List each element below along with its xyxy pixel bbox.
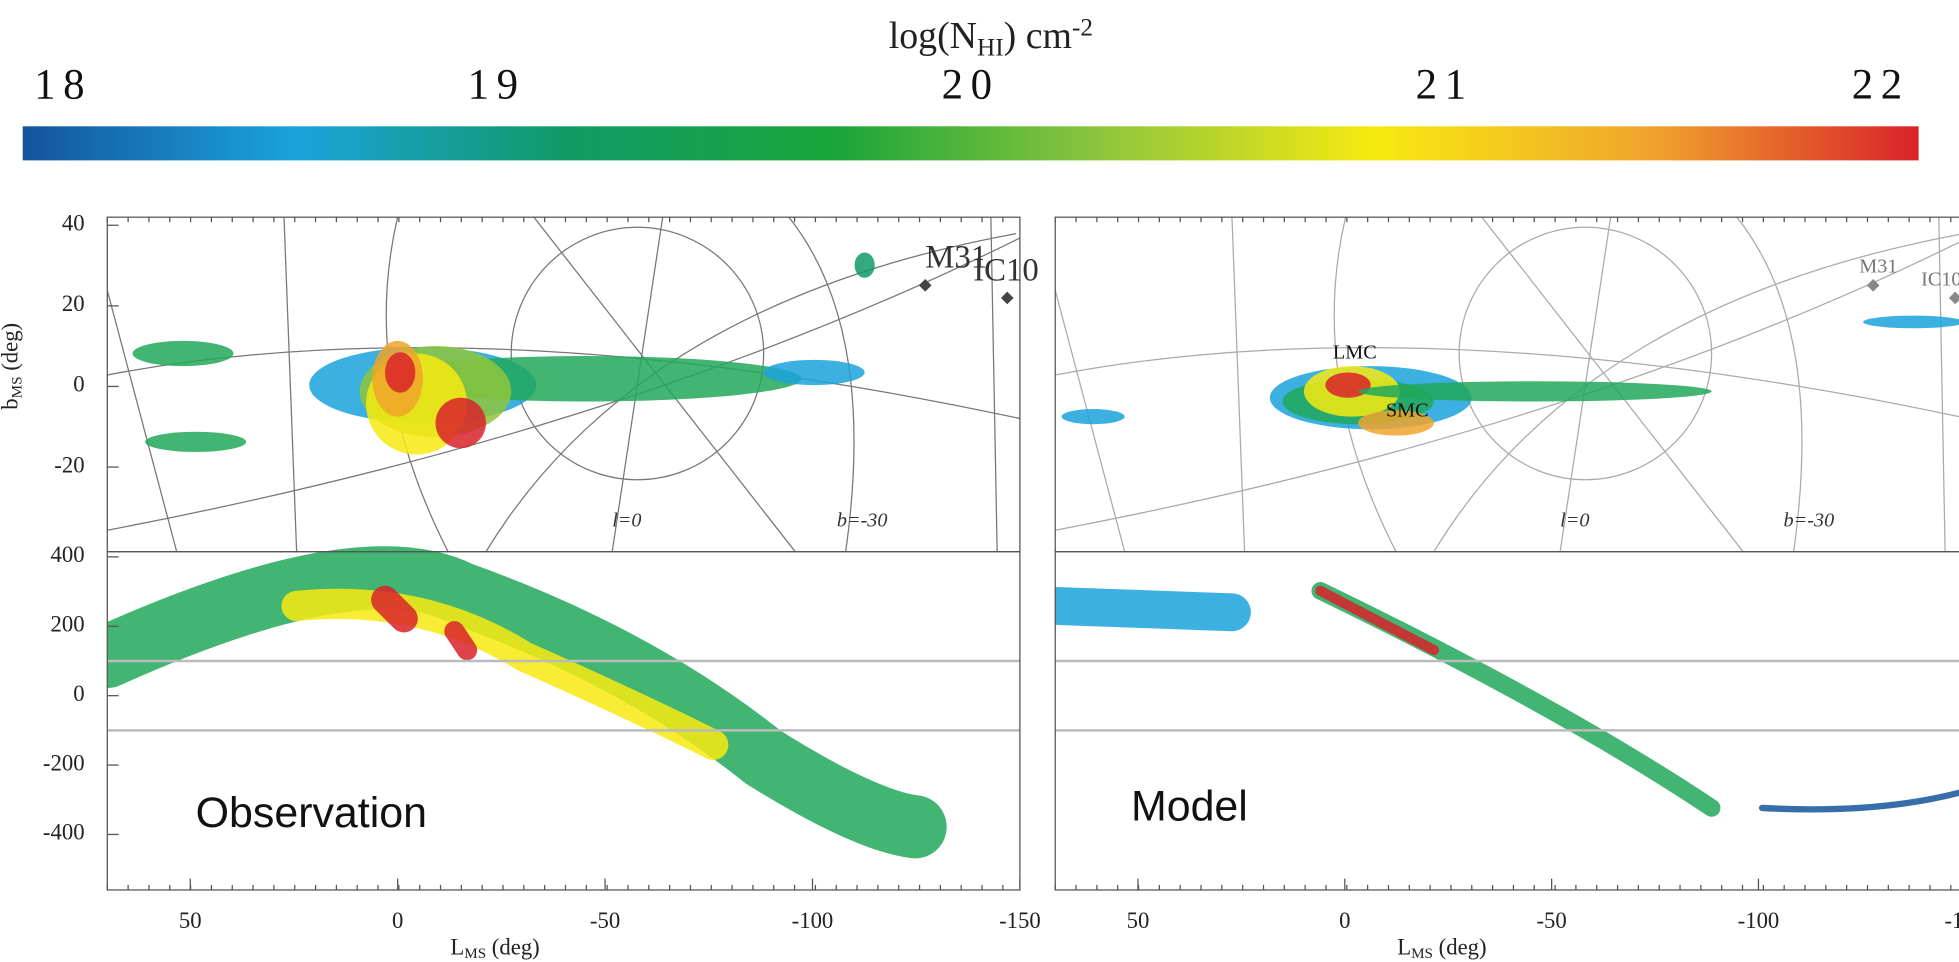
y-tick-label: 400 <box>50 542 84 567</box>
emission <box>763 359 865 386</box>
colorbar <box>22 126 1919 161</box>
y-tick-label: -20 <box>54 452 84 477</box>
emission <box>1061 409 1125 425</box>
x-label-rest: (deg) <box>1433 934 1487 959</box>
x-label-sub: MS <box>464 946 486 962</box>
y-tick-label: -200 <box>43 750 85 775</box>
title-main: log(N <box>889 15 977 57</box>
x-tick-label: -100 <box>792 908 834 933</box>
marker <box>1948 291 1959 305</box>
x-tick-label: -150 <box>1944 908 1959 933</box>
x-tick-label: 0 <box>392 908 403 933</box>
panel <box>1055 217 1959 817</box>
emission <box>281 588 729 760</box>
sky-grid <box>1938 217 1946 552</box>
emission <box>1315 585 1439 656</box>
colorbar-tick-label: 21 <box>1416 62 1474 109</box>
emission <box>371 585 418 633</box>
annotation: M31 <box>1859 256 1897 278</box>
emission <box>1358 381 1712 402</box>
title-sup: -2 <box>1072 14 1093 41</box>
emission <box>132 340 234 367</box>
sky-grid <box>1231 217 1246 552</box>
emission <box>145 431 247 452</box>
sky-grid <box>788 217 855 552</box>
x-tick-label: -50 <box>1536 908 1566 933</box>
emission <box>107 546 947 859</box>
x-tick-label: 50 <box>1127 908 1150 933</box>
x-axis-label: LMS (deg) <box>450 934 539 962</box>
marker <box>1866 279 1880 292</box>
sky-grid <box>1433 233 1959 553</box>
sky-grid <box>510 226 765 481</box>
sky-grid <box>1055 347 1959 418</box>
emission <box>1358 410 1434 436</box>
y-tick-label: 40 <box>62 210 85 235</box>
colorbar-title: log(NHI) cm-2 <box>889 14 1093 61</box>
x-tick-label: -150 <box>999 908 1041 933</box>
frame <box>106 551 1021 891</box>
panel <box>107 217 1020 859</box>
emission <box>435 397 486 449</box>
sky-grid <box>283 217 298 552</box>
y-tick-label: -400 <box>43 820 85 845</box>
x-tick-label: 50 <box>179 908 202 933</box>
emission <box>1758 789 1959 813</box>
annotation: LMC <box>1333 342 1377 364</box>
x-label-main: L <box>450 934 464 959</box>
y-axis-label: bMS (deg) <box>0 323 25 410</box>
x-tick-label: -50 <box>590 908 620 933</box>
x-label-rest: (deg) <box>486 934 540 959</box>
x-label-main: L <box>1397 934 1411 959</box>
annotation: b=-30 <box>837 509 888 531</box>
x-tick-label: -100 <box>1738 908 1780 933</box>
y-tick-label: 20 <box>62 291 85 316</box>
sky-grid <box>1458 226 1713 481</box>
title-sub: HI <box>977 35 1004 62</box>
y-tick-label: 200 <box>50 611 84 636</box>
y-label-rest: (deg) <box>0 323 23 377</box>
marker <box>1000 291 1014 305</box>
annotation: IC10 <box>973 252 1039 288</box>
emission <box>444 621 478 661</box>
y-tick-label: 0 <box>73 372 84 397</box>
annotation: IC10 <box>1921 268 1959 290</box>
x-label-sub: MS <box>1411 946 1433 962</box>
annotation: l=0 <box>612 509 641 531</box>
emission <box>854 252 875 278</box>
title-mid: ) cm <box>1004 15 1072 57</box>
colorbar-tick-label: 22 <box>1852 62 1910 109</box>
frame <box>1054 551 1959 891</box>
annotation: l=0 <box>1560 509 1589 531</box>
annotation: SMC <box>1386 400 1429 422</box>
sky-grid <box>485 232 1017 553</box>
panel-label: Observation <box>196 789 427 837</box>
sky-grid <box>1055 241 1959 531</box>
sky-grid <box>990 217 998 552</box>
emission <box>1863 315 1959 329</box>
annotation: M31 <box>925 240 987 276</box>
y-label-sub: MS <box>9 376 25 398</box>
colorbar-tick-label: 18 <box>34 62 92 109</box>
y-label-main: b <box>0 398 23 409</box>
sky-grid <box>107 237 1020 531</box>
panel-label: Model <box>1131 783 1248 831</box>
emission <box>384 352 416 393</box>
x-axis-label: LMS (deg) <box>1397 934 1486 962</box>
sky-grid <box>107 290 178 552</box>
colorbar-tick-label: 20 <box>942 62 1000 109</box>
marker <box>918 279 932 292</box>
annotation: b=-30 <box>1784 509 1835 531</box>
emission <box>1055 587 1251 632</box>
x-tick-label: 0 <box>1339 908 1350 933</box>
colorbar-tick-label: 19 <box>468 62 526 109</box>
sky-grid <box>1736 217 1803 552</box>
y-tick-label: 0 <box>73 681 84 706</box>
